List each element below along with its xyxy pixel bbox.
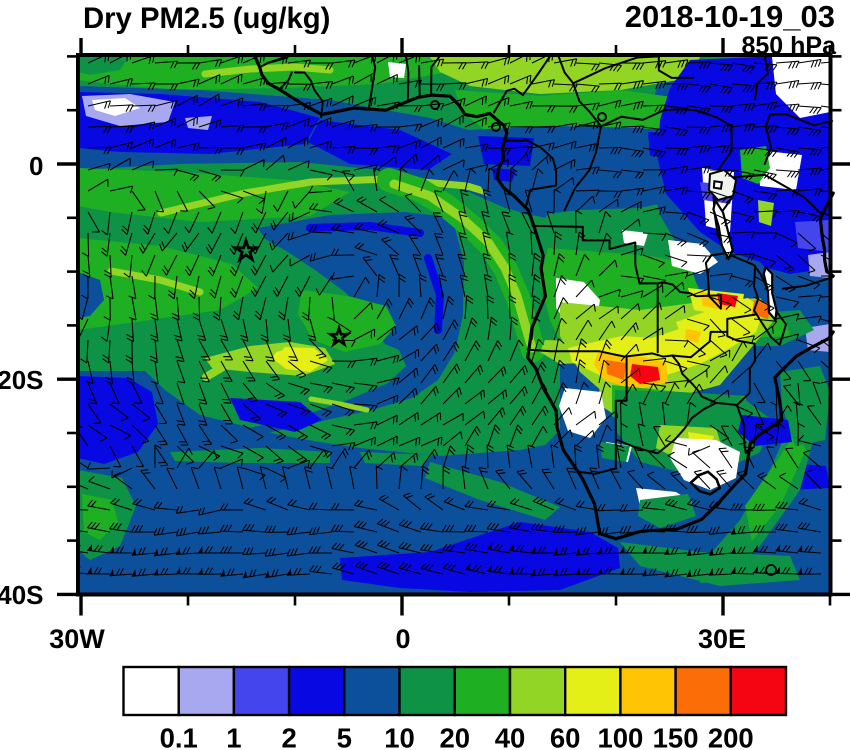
svg-text:0: 0 xyxy=(29,151,43,181)
svg-text:0: 0 xyxy=(395,624,410,654)
svg-text:20: 20 xyxy=(440,723,471,750)
svg-text:Dry PM2.5 (ug/kg): Dry PM2.5 (ug/kg) xyxy=(83,2,330,35)
svg-text:200: 200 xyxy=(708,723,754,750)
svg-text:1: 1 xyxy=(226,723,241,750)
svg-text:30W: 30W xyxy=(49,624,105,654)
svg-text:20S: 20S xyxy=(0,365,44,395)
svg-text:2: 2 xyxy=(281,723,296,750)
svg-text:10: 10 xyxy=(384,723,415,750)
svg-text:40: 40 xyxy=(495,723,526,750)
svg-text:2018-10-19_03: 2018-10-19_03 xyxy=(625,0,835,34)
svg-text:100: 100 xyxy=(597,723,643,750)
svg-text:60: 60 xyxy=(550,723,581,750)
svg-text:40S: 40S xyxy=(0,580,44,610)
svg-text:0.1: 0.1 xyxy=(160,723,198,750)
svg-text:5: 5 xyxy=(337,723,352,750)
svg-text:150: 150 xyxy=(653,723,699,750)
svg-text:30E: 30E xyxy=(698,624,746,654)
svg-text:850 hPa: 850 hPa xyxy=(741,32,837,60)
